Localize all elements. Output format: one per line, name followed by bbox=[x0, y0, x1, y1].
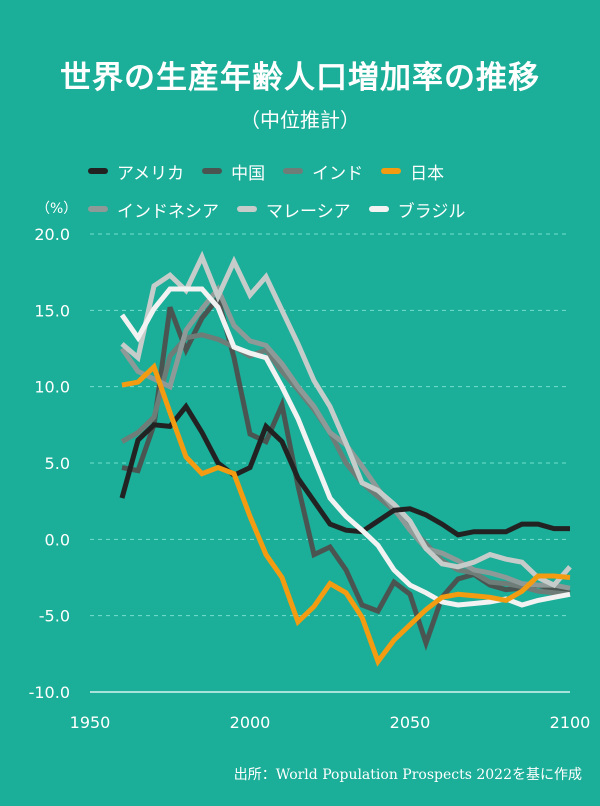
legend-label: ブラジル bbox=[397, 201, 466, 222]
legend-swatch bbox=[283, 168, 304, 174]
series-line-3 bbox=[121, 362, 571, 667]
y-tick-label: 10.0 bbox=[34, 378, 70, 397]
y-tick-label: -5.0 bbox=[39, 607, 70, 626]
legend: アメリカ 中国 インド 日本 インドネシア マレーシア ブラジル bbox=[88, 152, 588, 228]
source-note: 出所：World Population Prospects 2022を基に作成 bbox=[233, 767, 582, 783]
series-line-0 bbox=[119, 402, 570, 538]
x-tick-label: 1950 bbox=[70, 713, 111, 732]
legend-label: マレーシア bbox=[266, 201, 351, 222]
legend-item-brazil: ブラジル bbox=[368, 197, 466, 222]
y-tick-label: -10.0 bbox=[29, 683, 70, 702]
legend-swatch bbox=[88, 206, 108, 212]
legend-label: 日本 bbox=[410, 163, 445, 184]
legend-swatch bbox=[381, 168, 402, 174]
legend-item-china: 中国 bbox=[202, 159, 265, 184]
legend-item-indonesia: インドネシア bbox=[88, 197, 219, 222]
x-tick-label: 2100 bbox=[550, 713, 591, 732]
x-tick-label: 2000 bbox=[230, 713, 271, 732]
series-line-6 bbox=[119, 286, 571, 608]
y-tick-label: 0.0 bbox=[45, 530, 70, 549]
legend-item-usa: アメリカ bbox=[88, 159, 184, 184]
y-axis-unit: （%） bbox=[36, 201, 78, 217]
y-tick-label: 20.0 bbox=[34, 225, 70, 244]
legend-swatch bbox=[202, 168, 223, 174]
chart-title: 世界の生産年齢人口増加率の推移 bbox=[60, 60, 540, 96]
y-tick-label: 5.0 bbox=[45, 454, 70, 473]
legend-swatch bbox=[237, 206, 257, 212]
legend-item-india: インド bbox=[283, 159, 363, 184]
legend-label: アメリカ bbox=[117, 163, 185, 184]
legend-row-2: インドネシア マレーシア ブラジル bbox=[88, 190, 588, 228]
legend-label: インド bbox=[312, 163, 364, 184]
y-tick-label: 15.0 bbox=[34, 301, 70, 320]
chart-subtitle: （中位推計） bbox=[240, 108, 360, 132]
legend-label: インドネシア bbox=[117, 201, 219, 222]
x-tick-label: 2050 bbox=[390, 713, 431, 732]
legend-item-malaysia: マレーシア bbox=[237, 197, 351, 222]
legend-swatch bbox=[368, 206, 389, 212]
legend-label: 中国 bbox=[231, 163, 266, 184]
legend-swatch bbox=[88, 168, 108, 174]
legend-row-1: アメリカ 中国 インド 日本 bbox=[88, 152, 588, 190]
series-line-2 bbox=[120, 332, 571, 597]
legend-item-japan: 日本 bbox=[381, 159, 444, 184]
series-line-1 bbox=[121, 292, 571, 651]
series-line-5 bbox=[120, 250, 572, 589]
